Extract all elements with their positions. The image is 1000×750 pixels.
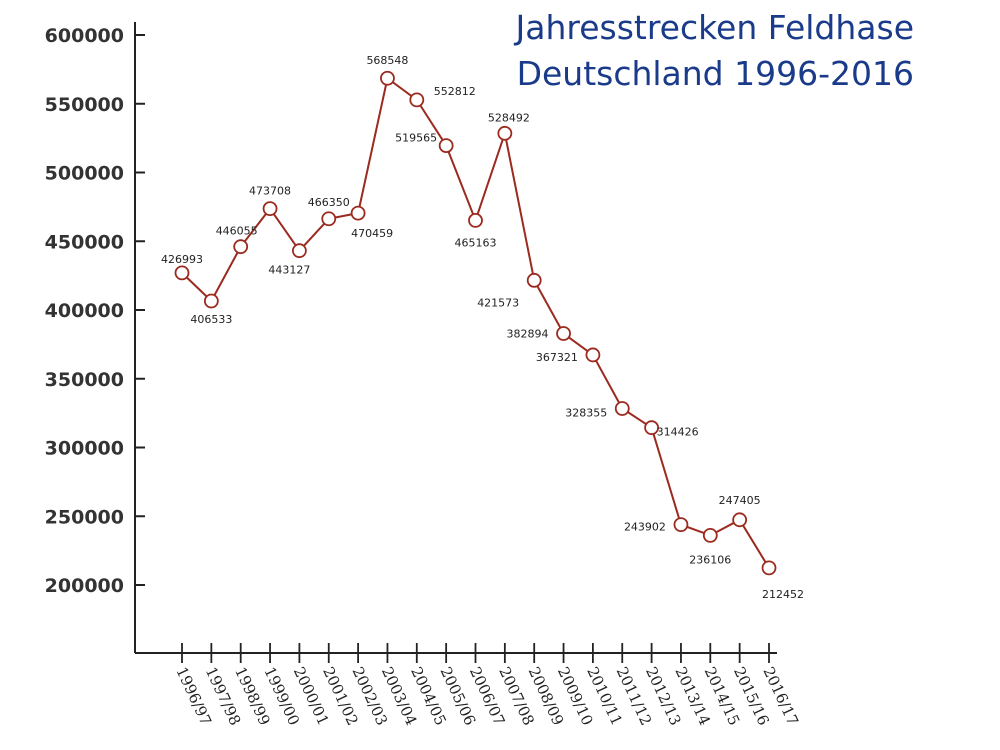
data-point (291, 243, 307, 259)
chart-title-line-2: Deutschland 1996-2016 (516, 54, 914, 93)
y-tick-label: 400000 (45, 300, 124, 322)
y-axis-ticks: 600000 550000 500000 450000 400000 350000 3000… (45, 25, 145, 597)
data-label: 443127 (268, 264, 310, 277)
data-label: 406533 (190, 313, 232, 326)
data-label: 446055 (216, 225, 258, 238)
y-tick-label: 300000 (45, 438, 124, 460)
data-label: 465163 (455, 236, 497, 249)
y-tick-label: 350000 (45, 369, 124, 391)
data-label: 473708 (249, 185, 291, 198)
data-label: 466350 (308, 196, 350, 209)
data-point (644, 420, 659, 436)
data-label: 382894 (507, 328, 549, 341)
data-label: 421573 (477, 296, 519, 309)
data-point (497, 125, 513, 141)
data-label: 528492 (488, 111, 530, 124)
data-point (585, 347, 601, 363)
data-label: 212452 (762, 588, 804, 601)
y-tick-label: 250000 (45, 506, 124, 528)
data-label: 426993 (161, 253, 203, 266)
data-point (350, 205, 366, 221)
data-point (321, 211, 337, 227)
axes (134, 22, 777, 654)
data-label: 552812 (434, 85, 476, 98)
series-line (181, 77, 770, 569)
data-label: 243902 (624, 521, 666, 534)
data-point (702, 527, 718, 543)
data-point (761, 560, 777, 576)
data-point (438, 138, 454, 153)
data-label: 328355 (565, 407, 607, 420)
series-line-group (181, 77, 770, 569)
y-tick-label: 500000 (45, 163, 124, 185)
y-tick-label: 550000 (45, 94, 124, 116)
data-point (203, 293, 219, 309)
data-label: 367321 (536, 351, 578, 364)
data-point (732, 512, 748, 528)
y-tick-label: 200000 (45, 575, 124, 597)
y-tick-label: 450000 (45, 231, 124, 253)
data-point (468, 213, 483, 228)
data-point (233, 239, 249, 255)
data-point (262, 201, 278, 217)
data-point (556, 326, 571, 341)
data-label: 568548 (366, 54, 408, 67)
data-points (174, 70, 777, 576)
data-point (673, 517, 689, 533)
y-tick-label: 600000 (45, 25, 124, 47)
x-axis-ticks: 1996/971997/981998/991999/002000/012001/… (172, 643, 802, 728)
data-label: 236106 (689, 553, 731, 566)
data-label: 519565 (395, 132, 437, 145)
data-point (380, 70, 395, 86)
data-point (614, 401, 630, 416)
data-label: 314426 (657, 426, 699, 439)
data-point (409, 92, 425, 108)
chart-title-line-1: Jahresstrecken Feldhase (515, 8, 915, 47)
data-label: 247405 (719, 494, 761, 507)
data-point (526, 272, 542, 288)
data-point (174, 265, 190, 281)
data-label: 470459 (351, 227, 393, 240)
data-labels: 426993 406533 446055 473708 443127 466350 4704… (161, 54, 804, 601)
